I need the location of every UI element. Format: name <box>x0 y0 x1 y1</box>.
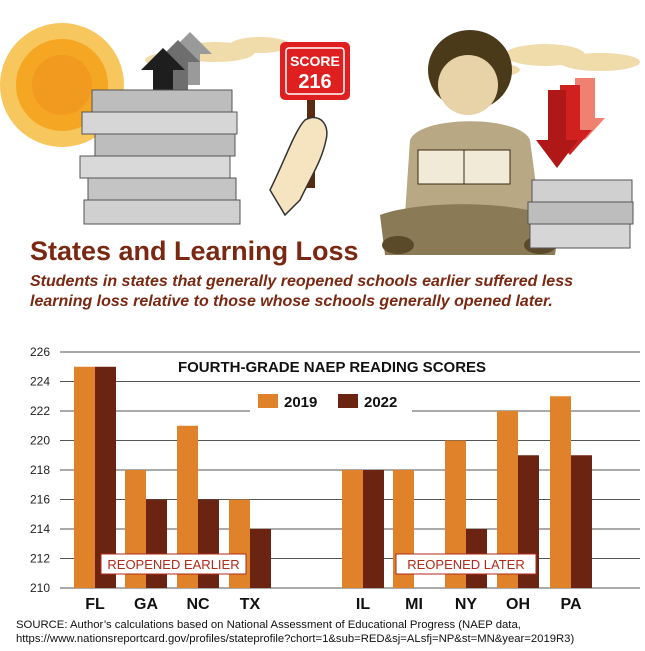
legend-swatch-2019 <box>258 394 278 408</box>
sun-icon <box>0 23 124 147</box>
header-illustration: SCORE 216 <box>0 23 640 255</box>
bar-2022-il <box>363 470 384 588</box>
y-tick-label: 222 <box>30 404 50 418</box>
source-line-2: https://www.nationsreportcard.gov/profil… <box>16 633 575 645</box>
bar-2019-pa <box>550 396 571 588</box>
y-tick-label: 224 <box>30 375 50 389</box>
legend-label-2022: 2022 <box>364 394 397 411</box>
source-line-1: SOURCE: Author’s calculations based on N… <box>16 619 521 631</box>
x-tick-label: FL <box>85 596 105 613</box>
down-arrows-icon <box>536 78 605 168</box>
y-tick-label: 220 <box>30 434 50 448</box>
x-tick-label: GA <box>134 596 158 613</box>
book-stack-icon <box>79 89 241 225</box>
page-subtitle: Students in states that generally reopen… <box>30 273 573 310</box>
bar-2022-fl <box>95 366 116 588</box>
bar-2022-nc <box>198 499 219 588</box>
bar-2019-ny <box>445 440 466 588</box>
y-tick-label: 216 <box>30 493 50 507</box>
up-arrows-icon <box>141 32 212 98</box>
x-tick-label: NY <box>455 596 478 613</box>
group-label: REOPENED EARLIER <box>107 557 239 572</box>
legend-label-2019: 2019 <box>284 394 317 411</box>
x-tick-label: IL <box>356 596 370 613</box>
hand-holding-sign-icon: SCORE 216 <box>269 42 350 217</box>
y-tick-label: 210 <box>30 581 50 595</box>
sign-line2: 216 <box>298 71 331 93</box>
y-tick-label: 214 <box>30 522 50 536</box>
bar-chart: 210 212 214 216 218 220 222 224 226 FOURTH-GRADE … <box>30 345 640 613</box>
bar-2019-fl <box>74 366 95 588</box>
x-tick-label: TX <box>240 596 261 613</box>
page-title: States and Learning Loss <box>30 236 359 266</box>
group-label-box <box>395 553 537 575</box>
bar-2022-tx <box>250 529 271 588</box>
y-tick-label: 212 <box>30 552 50 566</box>
bar-2019-oh <box>497 411 518 588</box>
legend-swatch-2022 <box>338 394 358 408</box>
y-tick-label: 226 <box>30 345 50 359</box>
group-label: REOPENED LATER <box>407 557 525 572</box>
sign-line1: SCORE <box>290 53 340 69</box>
x-tick-label: PA <box>560 596 581 613</box>
bar-2019-nc <box>177 425 198 588</box>
y-tick-label: 218 <box>30 463 50 477</box>
bar-2019-tx <box>229 499 250 588</box>
chart-title: FOURTH-GRADE NAEP READING SCORES <box>178 359 486 376</box>
book-stack-icon <box>527 179 634 249</box>
x-tick-label: NC <box>186 596 210 613</box>
bar-2019-il <box>342 470 363 588</box>
x-tick-label: OH <box>506 596 530 613</box>
x-tick-label: MI <box>405 596 423 613</box>
group-label-box <box>100 553 247 575</box>
bar-2022-pa <box>571 455 592 588</box>
bar-2022-ga <box>146 499 167 588</box>
legend-box <box>250 390 412 412</box>
source-note: SOURCE: Author’s calculations based on N… <box>16 618 574 646</box>
